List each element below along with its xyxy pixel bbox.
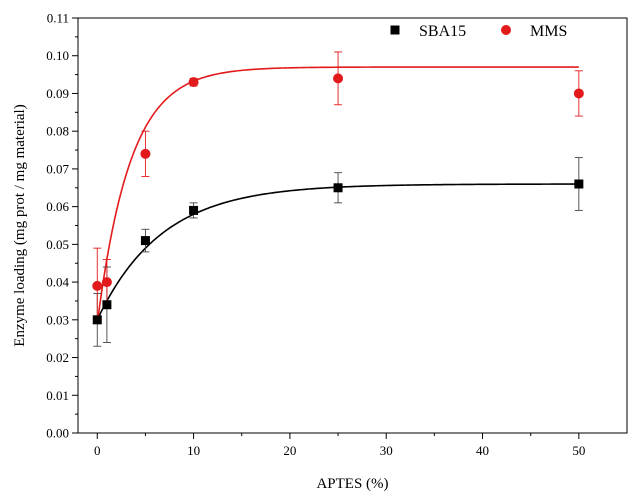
data-points: [92, 73, 584, 325]
x-axis: 0 10 20 30 40 50: [94, 433, 585, 458]
y-tick-label: 0.05: [46, 237, 69, 252]
point-mms: [140, 148, 151, 159]
point-sba15: [574, 179, 584, 189]
error-bars: [93, 51, 583, 347]
plot-border: [77, 17, 628, 434]
y-tick-label: 0.08: [46, 124, 69, 139]
x-tick-label: 10: [187, 443, 200, 458]
y-tick-label: 0.07: [46, 161, 69, 176]
point-sba15: [189, 205, 199, 215]
legend-marker-mms: [501, 25, 511, 35]
y-tick-label: 0.01: [46, 388, 69, 403]
x-tick-label: 30: [380, 443, 393, 458]
y-tick-label: 0.04: [46, 275, 69, 290]
y-tick-label: 0.09: [46, 86, 69, 101]
point-mms: [573, 88, 584, 99]
x-tick-label: 20: [283, 443, 296, 458]
legend-label-sba15: SBA15: [419, 23, 466, 40]
y-axis: 0.00 0.01 0.02 0.03 0.04 0.05 0.06 0.07 0.08 0.09…: [46, 11, 78, 441]
y-tick-label: 0.11: [47, 11, 69, 26]
legend-label-mms: MMS: [530, 23, 567, 40]
y-tick-label: 0.10: [46, 48, 69, 63]
point-mms: [101, 277, 112, 288]
x-tick-label: 0: [94, 443, 101, 458]
point-sba15: [140, 236, 150, 246]
x-axis-title: APTES (%): [316, 476, 388, 492]
point-sba15: [102, 300, 112, 310]
point-sba15: [92, 315, 102, 325]
legend: SBA15 MMS: [390, 23, 567, 40]
y-tick-label: 0.02: [46, 350, 69, 365]
fit-curve-sba15: [96, 183, 579, 321]
point-mms: [188, 77, 199, 88]
point-mms: [333, 73, 344, 84]
point-sba15: [333, 183, 343, 193]
legend-marker-sba15: [390, 25, 400, 35]
y-tick-label: 0.06: [46, 199, 69, 214]
point-mms: [92, 280, 103, 291]
y-tick-label: 0.00: [46, 426, 69, 441]
y-axis-title: Enzyme loading (mg prot / mg material): [12, 104, 28, 346]
y-tick-label: 0.03: [46, 312, 69, 327]
plot-frame: [77, 17, 628, 434]
x-tick-label: 50: [572, 443, 585, 458]
x-tick-label: 40: [476, 443, 489, 458]
